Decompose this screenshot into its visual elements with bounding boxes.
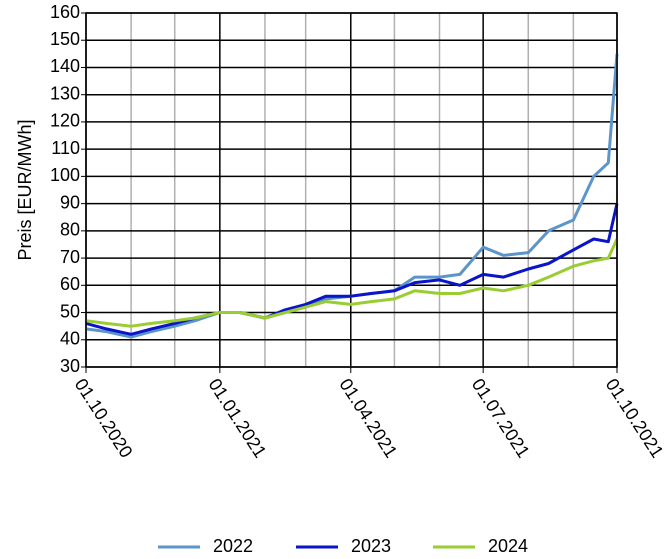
legend-label: 2024	[488, 536, 528, 556]
y-tick-label: 40	[60, 329, 80, 349]
y-tick-label: 120	[50, 111, 80, 131]
x-tick-label: 01.07.2021	[468, 375, 534, 461]
y-tick-label: 80	[60, 220, 80, 240]
y-tick-label: 160	[50, 2, 80, 22]
series-line	[85, 203, 619, 336]
x-tick-label: 01.04.2021	[335, 375, 401, 461]
x-tick-label: 01.01.2021	[205, 375, 271, 461]
x-tick-label: 01.10.2020	[71, 375, 137, 461]
legend-label: 2022	[213, 536, 253, 556]
y-tick-label: 50	[60, 301, 80, 321]
y-tick-label: 60	[60, 274, 80, 294]
y-tick-label: 90	[60, 192, 80, 212]
y-tick-label: 70	[60, 247, 80, 267]
legend-label: 2023	[351, 536, 391, 556]
y-tick-label: 150	[50, 29, 80, 49]
series-line	[85, 238, 619, 328]
x-tick-label: 01.10.2021	[602, 375, 666, 461]
plot-border	[85, 12, 618, 368]
y-axis-title: Preis [EUR/MWh]	[15, 119, 35, 260]
y-tick-label: 140	[50, 56, 80, 76]
y-tick-label: 100	[50, 165, 80, 185]
y-tick-label: 110	[51, 138, 80, 158]
y-tick-label: 130	[50, 83, 80, 103]
y-tick-label: 30	[60, 356, 80, 376]
